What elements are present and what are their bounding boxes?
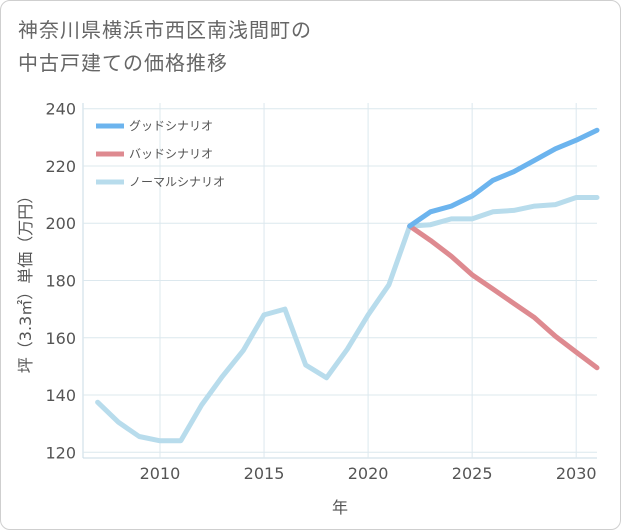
legend-label-1: バッドシナリオ: [129, 147, 213, 161]
gridlines: [82, 103, 597, 459]
x-axis-title: 年: [332, 498, 348, 517]
chart-title-line1: 神奈川県横浜市西区南浅間町の: [18, 18, 312, 42]
legend-label-0: グッドシナリオ: [129, 119, 213, 133]
x-tick-label: 2020: [348, 464, 389, 483]
series-line-2: [95, 195, 600, 444]
y-tick-label: 160: [45, 329, 76, 348]
y-tick-label: 240: [45, 100, 76, 119]
series-line-1: [407, 223, 600, 371]
x-tick-label: 2025: [452, 464, 493, 483]
y-tick-label: 220: [45, 157, 76, 176]
tick-labels: 120 140 160 180 200 220 240 2010 2015 2020 2025 203…: [45, 100, 596, 483]
y-tick-label: 120: [45, 443, 76, 462]
series-lines: [95, 127, 600, 444]
legend-label-2: ノーマルシナリオ: [129, 175, 225, 189]
x-tick-label: 2030: [556, 464, 597, 483]
y-axis-title: 坪（3.3㎡）単価（万円）: [16, 188, 35, 373]
y-tick-label: 180: [45, 272, 76, 291]
y-tick-label: 200: [45, 214, 76, 233]
x-tick-label: 2010: [140, 464, 181, 483]
y-tick-label: 140: [45, 386, 76, 405]
chart-title-line2: 中古戸建ての価格推移: [18, 51, 228, 75]
series-line-0: [407, 127, 600, 229]
chart-title: 神奈川県横浜市西区南浅間町の 中古戸建ての価格推移: [18, 14, 578, 80]
x-tick-label: 2015: [244, 464, 285, 483]
